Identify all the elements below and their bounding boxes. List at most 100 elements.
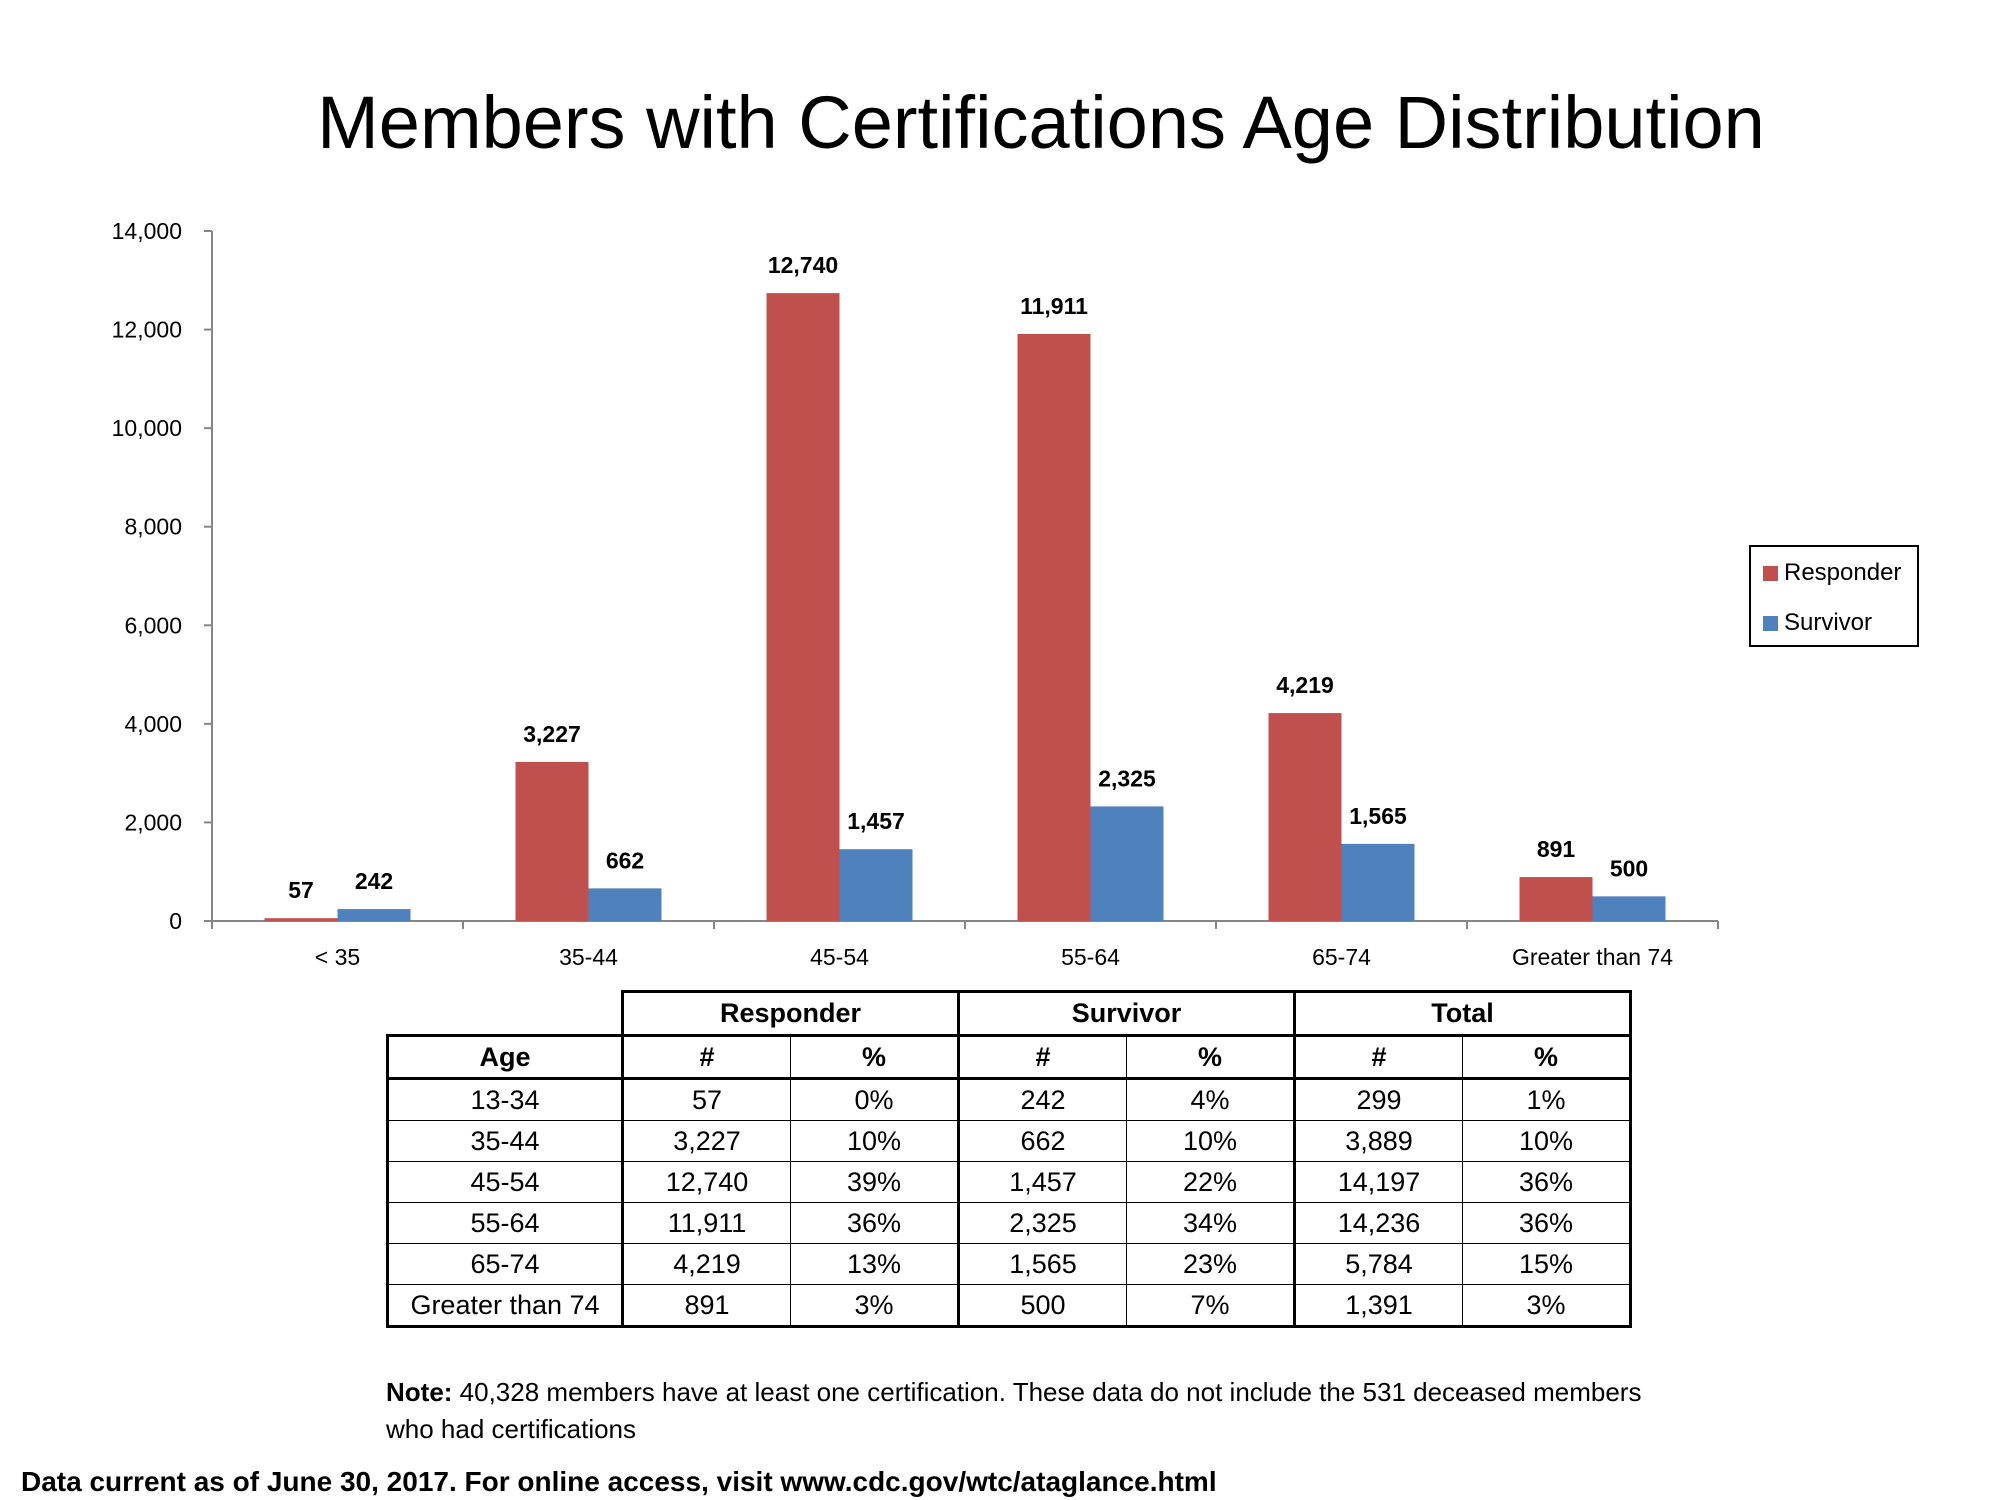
table-row: 45-54 12,740 39% 1,457 22% 14,197 36% xyxy=(386,1161,1632,1203)
data-label: 891 xyxy=(1537,836,1576,862)
table-cell: 4,219 xyxy=(622,1243,791,1285)
table-cell: 5,784 xyxy=(1294,1243,1463,1285)
bar-responder xyxy=(264,918,338,921)
group-header: Survivor xyxy=(957,990,1296,1037)
data-label: 662 xyxy=(606,847,644,873)
legend-label: Responder xyxy=(1784,559,1902,586)
x-tick-label: Greater than 74 xyxy=(1512,944,1673,970)
data-label: 57 xyxy=(288,877,314,903)
bar-survivor xyxy=(1592,896,1666,921)
y-tick-label: 4,000 xyxy=(124,711,182,737)
chart-title: Members with Certifications Age Distribu… xyxy=(317,81,1765,164)
table-cell: 10% xyxy=(1462,1120,1632,1162)
table-row: 35-44 3,227 10% 662 10% 3,889 10% xyxy=(386,1120,1632,1162)
table-cell: 10% xyxy=(790,1120,960,1162)
column-header: # xyxy=(958,1035,1127,1080)
table-row: Greater than 74 891 3% 500 7% 1,391 3% xyxy=(386,1284,1632,1328)
y-tick-label: 6,000 xyxy=(124,612,182,638)
table-cell: 242 xyxy=(958,1078,1127,1121)
table-cell: 35-44 xyxy=(386,1120,624,1162)
column-header: # xyxy=(1294,1035,1463,1080)
group-header: Responder xyxy=(621,990,960,1037)
bar-survivor xyxy=(1341,843,1415,921)
table-cell: 1,457 xyxy=(958,1161,1127,1203)
y-tick-label: 12,000 xyxy=(112,317,182,343)
data-label: 12,740 xyxy=(768,252,838,278)
legend-swatch-survivor xyxy=(1763,615,1778,631)
table-cell: 1,565 xyxy=(958,1243,1127,1285)
column-header: % xyxy=(790,1035,960,1080)
x-tick-label: 55-64 xyxy=(1061,944,1120,970)
table-cell: Greater than 74 xyxy=(386,1284,624,1328)
table-cell: 10% xyxy=(1126,1120,1296,1162)
table-cell: 55-64 xyxy=(386,1202,624,1244)
group-header: Total xyxy=(1293,990,1632,1037)
note-label: Note: xyxy=(386,1377,453,1407)
x-tick-label: 35-44 xyxy=(559,944,618,970)
table-group-header-row: Responder Survivor Total xyxy=(387,990,1632,1037)
y-tick-label: 2,000 xyxy=(124,809,182,835)
note: Note: 40,328 members have at least one c… xyxy=(386,1374,1646,1448)
bar-responder xyxy=(766,293,840,922)
table-cell: 0% xyxy=(790,1078,960,1121)
bar-survivor xyxy=(1090,806,1164,921)
x-tick-label: 65-74 xyxy=(1312,944,1371,970)
column-header: Age xyxy=(386,1035,624,1080)
table-cell: 65-74 xyxy=(386,1243,624,1285)
table-cell: 4% xyxy=(1126,1078,1296,1121)
table-cell: 500 xyxy=(958,1284,1127,1328)
table-row: 13-34 57 0% 242 4% 299 1% xyxy=(386,1078,1632,1121)
data-label: 11,911 xyxy=(1020,293,1088,319)
column-header: # xyxy=(622,1035,791,1080)
bar-responder xyxy=(1519,877,1593,921)
table-cell: 13% xyxy=(790,1243,960,1285)
table-cell: 299 xyxy=(1294,1078,1463,1121)
table-cell: 23% xyxy=(1126,1243,1296,1285)
table-cell: 14,236 xyxy=(1294,1202,1463,1244)
table-cell: 1% xyxy=(1462,1078,1632,1121)
table-cell: 3,227 xyxy=(622,1120,791,1162)
table-cell: 891 xyxy=(622,1284,791,1328)
column-header: % xyxy=(1462,1035,1632,1080)
table-cell: 7% xyxy=(1126,1284,1296,1328)
bar-survivor xyxy=(337,909,411,921)
x-tick-label: < 35 xyxy=(315,944,360,970)
y-tick-label: 8,000 xyxy=(124,514,182,540)
table-corner xyxy=(387,991,623,1037)
table-cell: 45-54 xyxy=(386,1161,624,1203)
table-cell: 1,391 xyxy=(1294,1284,1463,1328)
table-cell: 13-34 xyxy=(386,1078,624,1121)
table-header-row: Age #% #% #% xyxy=(386,1035,1632,1080)
table-cell: 3,889 xyxy=(1294,1120,1463,1162)
table-row: 55-64 11,911 36% 2,325 34% 14,236 36% xyxy=(386,1202,1632,1244)
data-label: 1,457 xyxy=(847,808,905,834)
table-cell: 3% xyxy=(790,1284,960,1328)
table-cell: 12,740 xyxy=(622,1161,791,1203)
table-row: 65-74 4,219 13% 1,565 23% 5,784 15% xyxy=(386,1243,1632,1285)
bar-responder xyxy=(515,761,589,921)
bar-responder xyxy=(1017,333,1091,921)
data-label: 500 xyxy=(1610,855,1648,881)
data-label: 4,219 xyxy=(1276,672,1334,698)
y-tick-label: 0 xyxy=(169,908,182,934)
legend-swatch-responder xyxy=(1763,565,1778,581)
table-cell: 14,197 xyxy=(1294,1161,1463,1203)
y-tick-label: 14,000 xyxy=(112,218,182,244)
legend-item-responder: Responder xyxy=(1763,559,1901,587)
footer: Data current as of June 30, 2017. For on… xyxy=(21,1466,1217,1497)
legend: Responder Survivor xyxy=(1749,545,1919,647)
table-cell: 662 xyxy=(958,1120,1127,1162)
table-cell: 22% xyxy=(1126,1161,1296,1203)
table-cell: 15% xyxy=(1462,1243,1632,1285)
table-cell: 39% xyxy=(790,1161,960,1203)
note-text: 40,328 members have at least one certifi… xyxy=(386,1377,1642,1444)
table-cell: 34% xyxy=(1126,1202,1296,1244)
table-cell: 3% xyxy=(1462,1284,1632,1328)
x-tick-label: 45-54 xyxy=(810,944,869,970)
data-label: 242 xyxy=(355,868,393,894)
bar-responder xyxy=(1268,713,1342,921)
y-tick-label: 10,000 xyxy=(112,415,182,441)
data-label: 3,227 xyxy=(523,721,581,747)
table-cell: 11,911 xyxy=(622,1202,791,1244)
table-cell: 36% xyxy=(1462,1161,1632,1203)
